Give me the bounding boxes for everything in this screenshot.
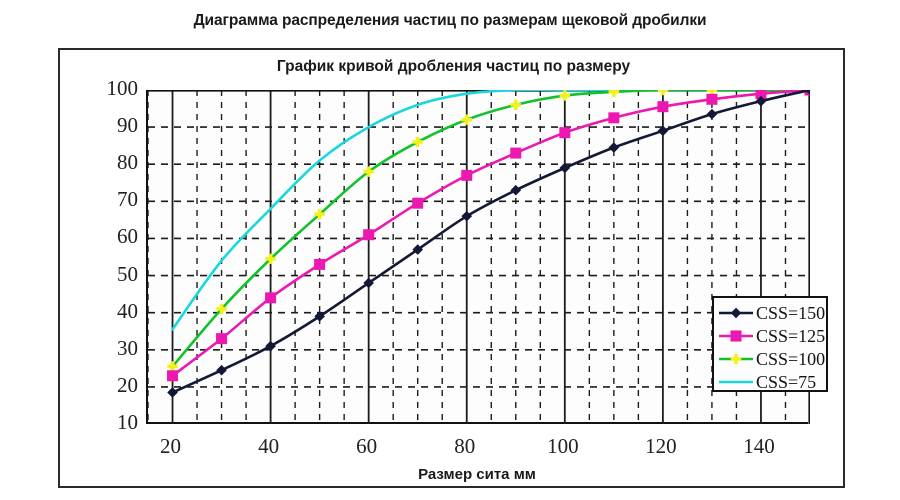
series-css-100 [167, 90, 810, 372]
x-axis-label: Размер сита мм [418, 466, 536, 483]
chart-legend: CSS=150 CSS=125 CSS=100 CSS=75 [712, 296, 828, 392]
x-tick-label: 60 [356, 434, 378, 458]
series-css-75 [171, 90, 810, 331]
legend-cross-icon [718, 352, 754, 366]
legend-label: CSS=75 [756, 371, 817, 392]
series-css-150 [167, 90, 810, 398]
chart-title: График кривой дробления частиц по размер… [276, 58, 631, 75]
y-tick-label: 100 [106, 76, 139, 100]
y-tick-label: 80 [117, 150, 138, 175]
series-css-125 [167, 90, 810, 382]
x-tick-label: 80 [454, 434, 476, 458]
x-tick-label: 140 [743, 434, 775, 458]
legend-diamond-icon [718, 306, 754, 320]
y-tick-label: 50 [117, 261, 138, 286]
legend-item[interactable]: CSS=100 [718, 347, 826, 370]
y-tick-label: 30 [117, 335, 138, 360]
y-tick-label: 70 [117, 187, 138, 212]
plot-area [146, 90, 810, 424]
y-tick-label: 20 [117, 372, 138, 397]
y-tick-label: 90 [117, 113, 138, 138]
legend-label: CSS=150 [756, 302, 826, 323]
legend-label: CSS=100 [756, 348, 826, 369]
x-tick-label: 100 [547, 434, 579, 458]
legend-label: CSS=125 [756, 325, 826, 346]
plot-svg [148, 90, 810, 424]
page-title: Диаграмма распределения частиц по размер… [193, 12, 707, 29]
legend-square-icon [718, 329, 754, 343]
x-tick-label: 40 [258, 434, 280, 458]
y-tick-label: 60 [117, 224, 138, 249]
legend-none-icon [718, 375, 754, 389]
y-tick-label: 40 [117, 298, 138, 323]
legend-item[interactable]: CSS=125 [718, 324, 826, 347]
x-tick-label: 20 [160, 434, 182, 458]
x-tick-label: 120 [645, 434, 677, 458]
y-tick-label: 10 [117, 410, 138, 434]
legend-item[interactable]: CSS=150 [718, 301, 826, 324]
legend-item[interactable]: CSS=75 [718, 370, 826, 393]
